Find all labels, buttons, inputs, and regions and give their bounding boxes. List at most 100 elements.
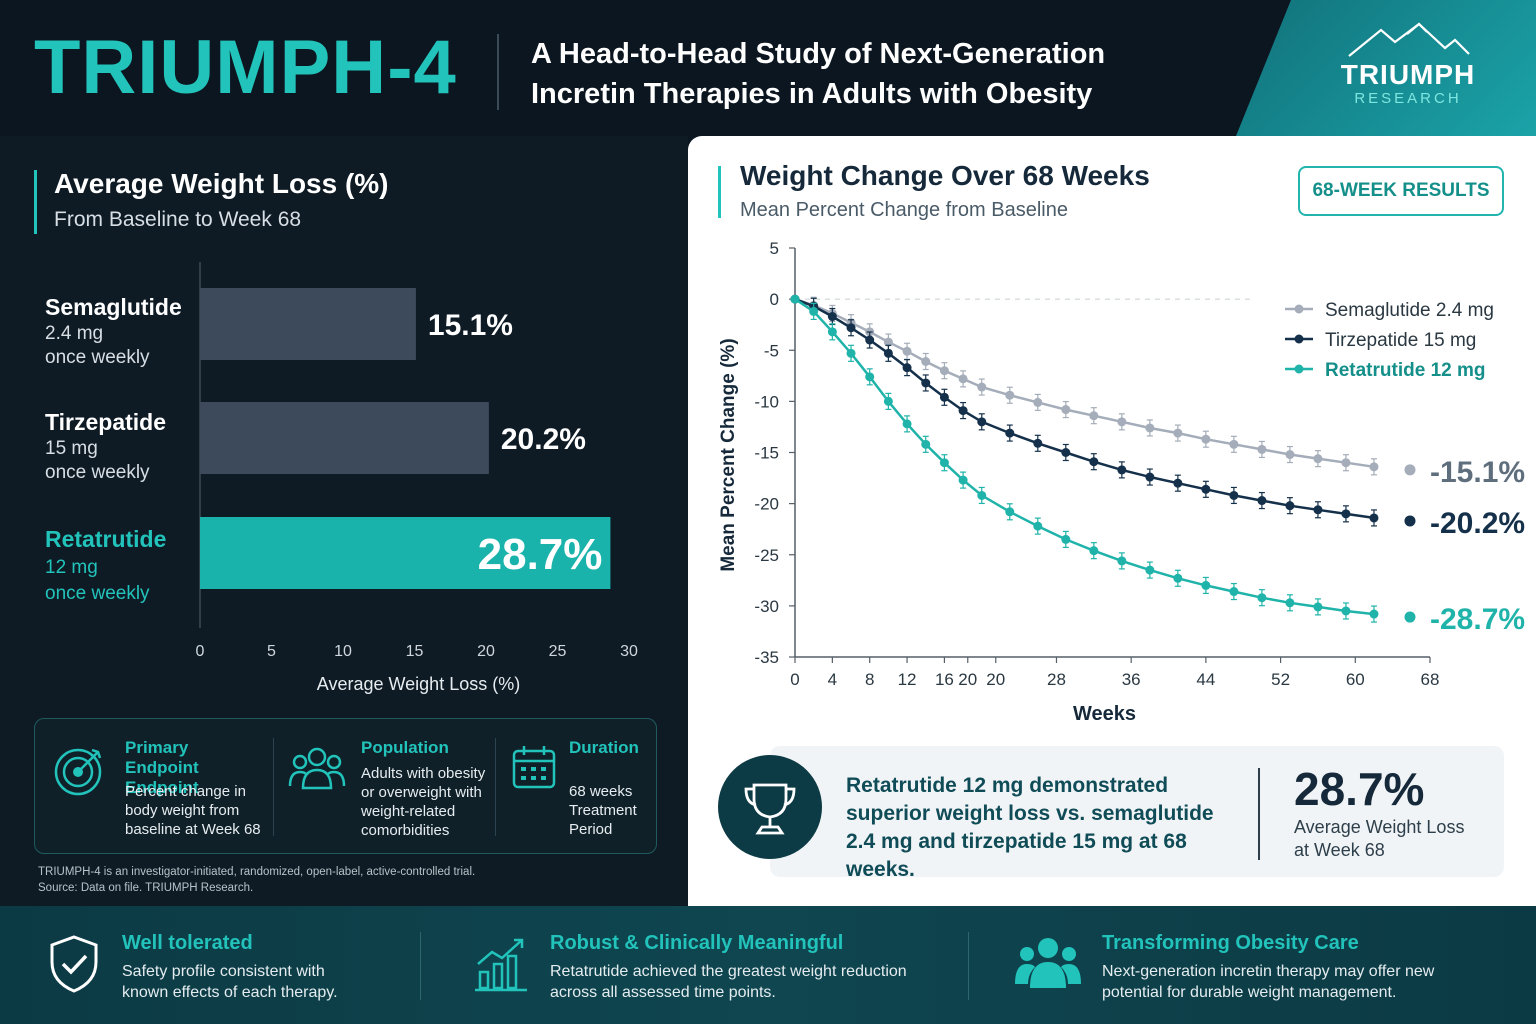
bottom-text-tolerated: Safety profile consistent with known eff… xyxy=(122,963,338,1001)
data-point xyxy=(865,335,875,345)
data-point xyxy=(1341,606,1351,616)
data-point xyxy=(1089,457,1099,467)
callout-value: 28.7% xyxy=(1294,763,1425,815)
right-title-accent xyxy=(718,166,721,218)
drug-name-semaglutide: Semaglutide xyxy=(45,294,182,320)
line-x-tick-label: 16 xyxy=(935,670,954,689)
bar-x-tick-label: 0 xyxy=(196,643,205,660)
data-point xyxy=(883,396,893,406)
data-point xyxy=(977,417,987,427)
info-separator-2 xyxy=(495,738,496,836)
series-end-label: -20.2% xyxy=(1430,507,1525,540)
brand-title: TRIUMPH-4 xyxy=(34,25,457,110)
bottom-text-robust: Retatrutide achieved the greatest weight… xyxy=(550,963,907,1001)
bar-value-label: 15.1% xyxy=(428,309,513,342)
data-point xyxy=(902,346,912,356)
drug-freq-tirzepatide: once weekly xyxy=(45,462,150,483)
data-point xyxy=(883,337,893,347)
bar-x-axis-title: Average Weight Loss (%) xyxy=(317,674,520,694)
data-point xyxy=(1201,484,1211,494)
bar-x-tick-label: 20 xyxy=(477,643,495,660)
bar-x-tick-label: 25 xyxy=(549,643,567,660)
data-point xyxy=(1089,411,1099,421)
legend-label: Retatrutide 12 mg xyxy=(1325,360,1485,381)
people-icon xyxy=(288,747,346,790)
logo-sub-text: RESEARCH xyxy=(1354,90,1462,107)
line-chart-subtitle: Mean Percent Change from Baseline xyxy=(740,199,1068,221)
line-y-tick-label: 5 xyxy=(770,239,779,258)
legend-swatch-marker xyxy=(1294,304,1304,314)
data-point xyxy=(921,378,931,388)
callout-caption: Average Weight Loss at Week 68 xyxy=(1294,817,1465,860)
line-y-tick-label: -25 xyxy=(754,546,779,565)
data-point xyxy=(1369,609,1379,619)
data-point xyxy=(1033,438,1043,448)
data-point xyxy=(958,406,968,416)
mountain-logo-icon xyxy=(1348,22,1470,57)
line-x-tick-label: 20 xyxy=(986,670,1005,689)
triumph-logo: TRIUMPH RESEARCH xyxy=(1318,20,1498,120)
data-point xyxy=(790,294,800,304)
line-x-tick-label: 44 xyxy=(1196,670,1215,689)
series-end-marker xyxy=(1404,515,1416,527)
data-point xyxy=(1313,454,1323,464)
data-point xyxy=(1369,513,1379,523)
data-point xyxy=(958,374,968,384)
line-y-tick-label: -10 xyxy=(754,392,779,411)
drug-dose-tirzepatide: 15 mg xyxy=(45,438,98,459)
data-point xyxy=(921,439,931,449)
info-text-duration: 68 weeks Treatment Period xyxy=(569,783,637,838)
drug-dose-retatrutide: 12 mg xyxy=(45,557,98,578)
data-point xyxy=(1145,472,1155,482)
data-point xyxy=(1229,587,1239,597)
callout-separator xyxy=(1258,768,1260,860)
data-point xyxy=(1173,478,1183,488)
line-x-tick-label: 60 xyxy=(1346,670,1365,689)
bar-x-tick-label: 30 xyxy=(620,643,638,660)
trophy-badge xyxy=(718,755,822,859)
header-teal-band xyxy=(1236,0,1536,136)
bar-chart: 0 5 10 15 20 25 30 Average Weight Loss (%) 15.1%… xyxy=(196,262,638,694)
drug-freq-semaglutide: once weekly xyxy=(45,347,150,368)
data-point xyxy=(1341,509,1351,519)
data-point xyxy=(1061,534,1071,544)
bar-chart-subtitle: From Baseline to Week 68 xyxy=(54,208,302,231)
data-point xyxy=(1313,602,1323,612)
line-x-tick-label: 0 xyxy=(790,670,799,689)
line-x-tick-label: 12 xyxy=(898,670,917,689)
legend-swatch-marker xyxy=(1294,364,1304,374)
bottom-separator-1 xyxy=(420,932,421,1000)
data-point xyxy=(1061,405,1071,415)
line-y-tick-label: -35 xyxy=(754,648,779,667)
line-y-tick-label: -30 xyxy=(754,597,779,616)
data-point xyxy=(846,323,856,333)
bar-x-tick-label: 15 xyxy=(406,643,424,660)
bar-value-label: 20.2% xyxy=(501,423,586,456)
data-point xyxy=(977,382,987,392)
header-divider xyxy=(497,34,499,110)
line-y-tick-label: -5 xyxy=(764,341,779,360)
series-end-marker xyxy=(1404,611,1416,623)
drug-name-retatrutide: Retatrutide xyxy=(45,526,167,552)
data-point xyxy=(1117,417,1127,427)
data-point xyxy=(846,348,856,358)
left-title-accent xyxy=(34,170,37,234)
data-point xyxy=(1173,573,1183,583)
bar-chart-title: Average Weight Loss (%) xyxy=(54,168,389,199)
bottom-title-tolerated: Well tolerated xyxy=(122,932,253,954)
data-point xyxy=(1005,507,1015,517)
data-point xyxy=(902,419,912,429)
trophy-icon xyxy=(744,783,796,835)
line-chart-title: Weight Change Over 68 Weeks xyxy=(740,160,1150,191)
line-x-tick-label: 52 xyxy=(1271,670,1290,689)
drug-freq-retatrutide: once weekly xyxy=(45,583,150,604)
line-x-tick-label: 68 xyxy=(1421,670,1440,689)
data-point xyxy=(1341,458,1351,468)
legend-swatch-marker xyxy=(1294,334,1304,344)
data-point xyxy=(1005,428,1015,438)
series-line-1 xyxy=(794,297,1375,520)
data-point xyxy=(1145,423,1155,433)
bar-semaglutide xyxy=(200,288,416,360)
data-point xyxy=(1173,428,1183,438)
legend-label: Tirzepatide 15 mg xyxy=(1325,330,1476,351)
